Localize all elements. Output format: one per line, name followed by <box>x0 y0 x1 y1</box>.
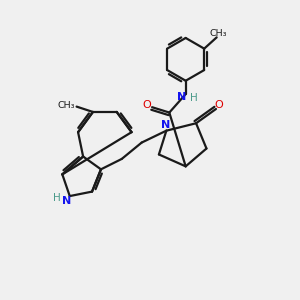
Text: CH₃: CH₃ <box>209 29 227 38</box>
Text: N: N <box>161 120 170 130</box>
Text: N: N <box>177 92 186 101</box>
Text: N: N <box>62 196 71 206</box>
Text: H: H <box>190 93 198 103</box>
Text: O: O <box>142 100 151 110</box>
Text: CH₃: CH₃ <box>57 100 75 109</box>
Text: H: H <box>53 194 61 203</box>
Text: O: O <box>214 100 223 110</box>
